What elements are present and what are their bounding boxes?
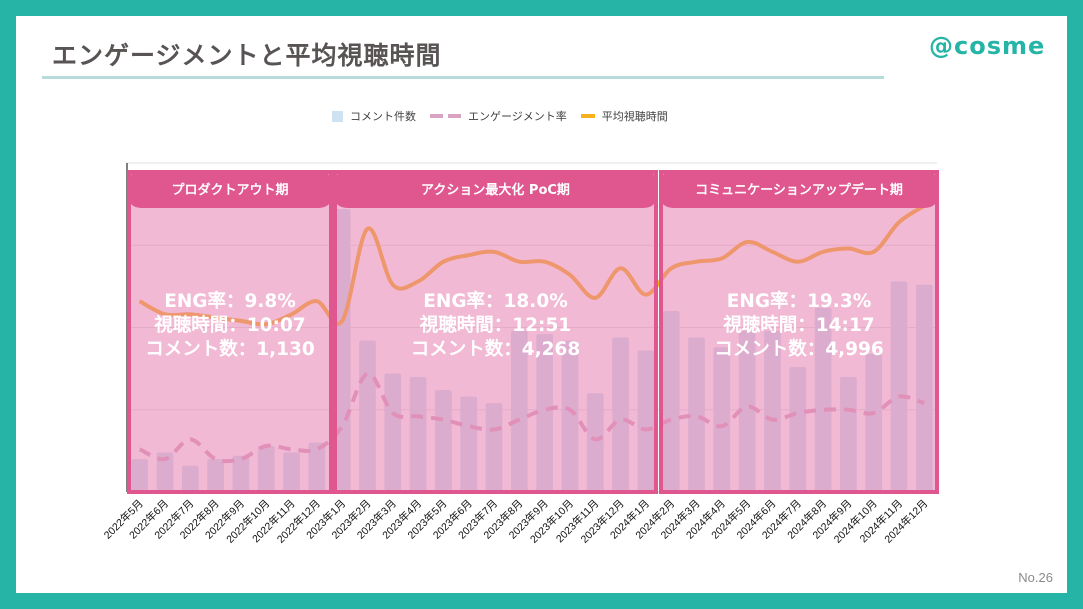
period-box — [127, 170, 333, 494]
period-stat: ENG率：19.3% — [727, 290, 872, 312]
period-overlay: アクション最大化 PoC期 ENG率：18.0%視聴時間：12:51コメント数：4… — [333, 170, 658, 494]
period-stat: コメント数：4,996 — [714, 338, 884, 360]
period-title: コミュニケーションアップデート期 — [695, 182, 903, 198]
period-stat: ENG率：18.0% — [423, 290, 568, 312]
legend-label: コメント件数 — [350, 111, 416, 123]
period-box — [333, 170, 658, 494]
period-stat: 視聴時間：12:51 — [419, 314, 571, 336]
period-stat: 視聴時間：10:07 — [153, 314, 305, 336]
period-stat: 視聴時間：14:17 — [722, 314, 874, 336]
period-header — [128, 171, 332, 208]
title-divider — [42, 76, 884, 79]
period-stat: コメント数：4,268 — [411, 338, 581, 360]
page-title: エンゲージメントと平均視聴時間 — [52, 41, 442, 70]
page-number: No.26 — [1018, 570, 1053, 585]
period-header — [660, 171, 938, 208]
legend-item-watch-time: 平均視聴時間 — [580, 108, 668, 124]
period-title: プロダクトアウト期 — [171, 182, 288, 198]
cosme-logo: @cosme — [929, 32, 1046, 60]
legend-item-engagement: エンゲージメント率 — [430, 108, 567, 124]
period-stat: ENG率：9.8% — [164, 290, 296, 312]
period-stat: コメント数：1,130 — [145, 338, 315, 360]
legend-label: 平均視聴時間 — [601, 111, 668, 123]
legend-swatch-dashed-line — [430, 114, 461, 118]
period-title: アクション最大化 PoC期 — [421, 182, 570, 198]
chart-legend: コメント件数 エンゲージメント率 平均視聴時間 — [332, 108, 668, 124]
period-box — [659, 170, 939, 494]
legend-swatch-line — [580, 114, 595, 118]
period-header — [334, 171, 657, 208]
legend-item-comments: コメント件数 — [332, 108, 416, 124]
legend-swatch-bar — [332, 110, 343, 122]
legend-label: エンゲージメント率 — [468, 111, 567, 123]
period-overlay: コミュニケーションアップデート期 ENG率：19.3%視聴時間：14:17コメント… — [659, 170, 939, 494]
